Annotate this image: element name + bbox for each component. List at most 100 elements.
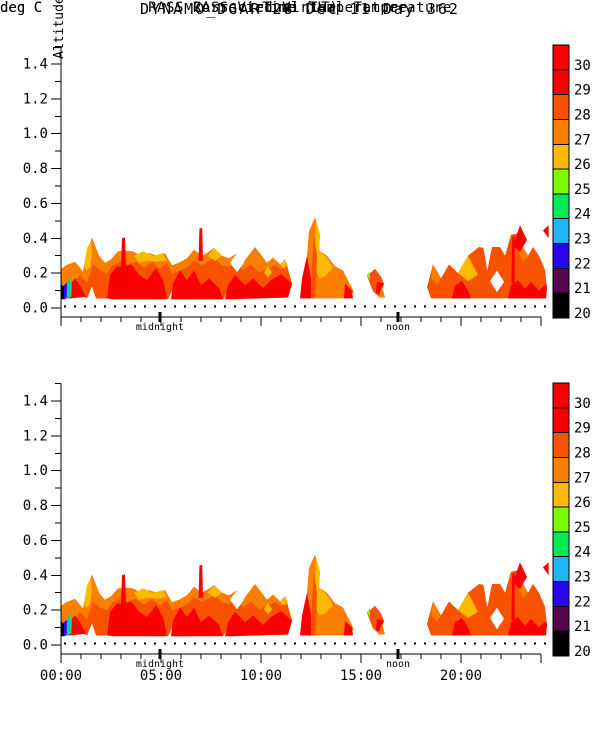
surface-dot [214, 642, 216, 645]
colorbar-title-top: deg C [0, 0, 43, 16]
surface-dot [504, 305, 506, 308]
surface-dot [184, 305, 186, 308]
colorbar-label: 24 [574, 545, 591, 561]
x-tick-label: 05:00 [140, 668, 182, 684]
surface-dot [284, 305, 286, 308]
contour-patch-24-25C [69, 614, 72, 635]
surface-dot [394, 642, 396, 645]
surface-dot [304, 305, 306, 308]
colorbar-segment [552, 168, 570, 195]
surface-dot [144, 642, 146, 645]
surface-dot [84, 642, 86, 645]
surface-dot [374, 642, 376, 645]
surface-dot [444, 305, 446, 308]
surface-dot [454, 305, 456, 308]
contour-patch-29-30C [300, 255, 311, 299]
contour-patch-27-28C [431, 264, 441, 285]
colorbar-label: 28 [574, 445, 591, 461]
contour-patch-29-30C [225, 611, 292, 637]
surface-dot [164, 305, 166, 308]
surface-dot [254, 305, 256, 308]
contour-patch-29-30C [344, 283, 353, 299]
y-tick-label: 0.4 [23, 231, 48, 247]
surface-dot [164, 642, 166, 645]
contour-patch-26-27C [280, 597, 288, 606]
surface-dot [434, 305, 436, 308]
surface-dot [154, 305, 156, 308]
surface-dot [84, 305, 86, 308]
contour-patch-29-30C [171, 607, 223, 637]
surface-dot [274, 642, 276, 645]
panel1-title: RASS Virtual Temperature [192, 0, 408, 16]
contour-patch-26-27C [134, 588, 167, 600]
colorbar-label: 25 [574, 182, 591, 198]
contour-patch-20-21C [61, 621, 64, 637]
surface-dot [544, 642, 546, 645]
contour-field [61, 217, 549, 300]
contour-patch-26-27C [84, 240, 92, 271]
surface-dot [484, 305, 486, 308]
colorbar-segment [552, 556, 570, 583]
contour-patch-29-30C [452, 281, 471, 299]
y-tick-label: 0.6 [23, 196, 48, 212]
contour-patch-29-30C [543, 225, 549, 239]
surface-dot [304, 642, 306, 645]
surface-dot [74, 642, 76, 645]
surface-dot [504, 642, 506, 645]
surface-dot [294, 305, 296, 308]
surface-dot [264, 305, 266, 308]
contour-patch-24-25C [69, 277, 72, 298]
surface-dot [234, 642, 236, 645]
surface-dot [244, 642, 246, 645]
surface-dot [184, 642, 186, 645]
colorbar-label: 25 [574, 520, 591, 536]
surface-dot [334, 305, 336, 308]
contour-patch-26-27C [280, 260, 288, 269]
surface-dot [384, 305, 386, 308]
y-tick-label: 0.4 [23, 568, 48, 584]
surface-dot [324, 305, 326, 308]
contour-patch-26-27C [458, 255, 478, 281]
annotation-label-noon: noon [386, 322, 410, 333]
contour-patch-27-28C [431, 601, 441, 622]
contour-patch-29-30C [513, 225, 527, 253]
contour-patch-29-30C [198, 564, 203, 598]
annotation-tick-midnight [158, 649, 162, 659]
colorbar-label: 21 [574, 619, 591, 635]
surface-dot [374, 305, 376, 308]
colorbar-segment [552, 481, 570, 508]
surface-dot [194, 305, 196, 308]
annotation-label-noon: noon [386, 659, 410, 670]
surface-dot [294, 642, 296, 645]
colorbar-segment [552, 456, 570, 483]
y-tick-label: 1.4 [23, 393, 48, 409]
surface-dot [114, 305, 116, 308]
surface-dot [314, 642, 316, 645]
contour-patch-20-21C [61, 284, 64, 300]
colorbar-label: 27 [574, 470, 591, 486]
surface-dot [204, 305, 206, 308]
surface-dot [444, 642, 446, 645]
y-tick-label: 0.6 [23, 533, 48, 549]
contour-patch-29-30C [376, 618, 384, 633]
surface-dot [414, 642, 416, 645]
surface-dot [464, 305, 466, 308]
surface-dot [214, 305, 216, 308]
y-tick-label: 1.4 [23, 56, 48, 72]
colorbar-label: 22 [574, 594, 591, 610]
contour-patch-whiteC [230, 590, 244, 610]
colorbar-segment [552, 267, 570, 294]
surface-dot [494, 305, 496, 308]
y-tick-label: 1.0 [23, 463, 48, 479]
surface-dot [424, 642, 426, 645]
colorbar-segment [552, 432, 570, 458]
surface-dot [424, 305, 426, 308]
surface-dot [334, 642, 336, 645]
surface-dot [434, 642, 436, 645]
x-tick-label: 20:00 [440, 668, 482, 684]
contour-patch-whiteC [483, 582, 492, 608]
contour-patch-29-30C [511, 573, 515, 621]
panel2-title: RASS Corrected Virtual Temperature [148, 0, 452, 16]
